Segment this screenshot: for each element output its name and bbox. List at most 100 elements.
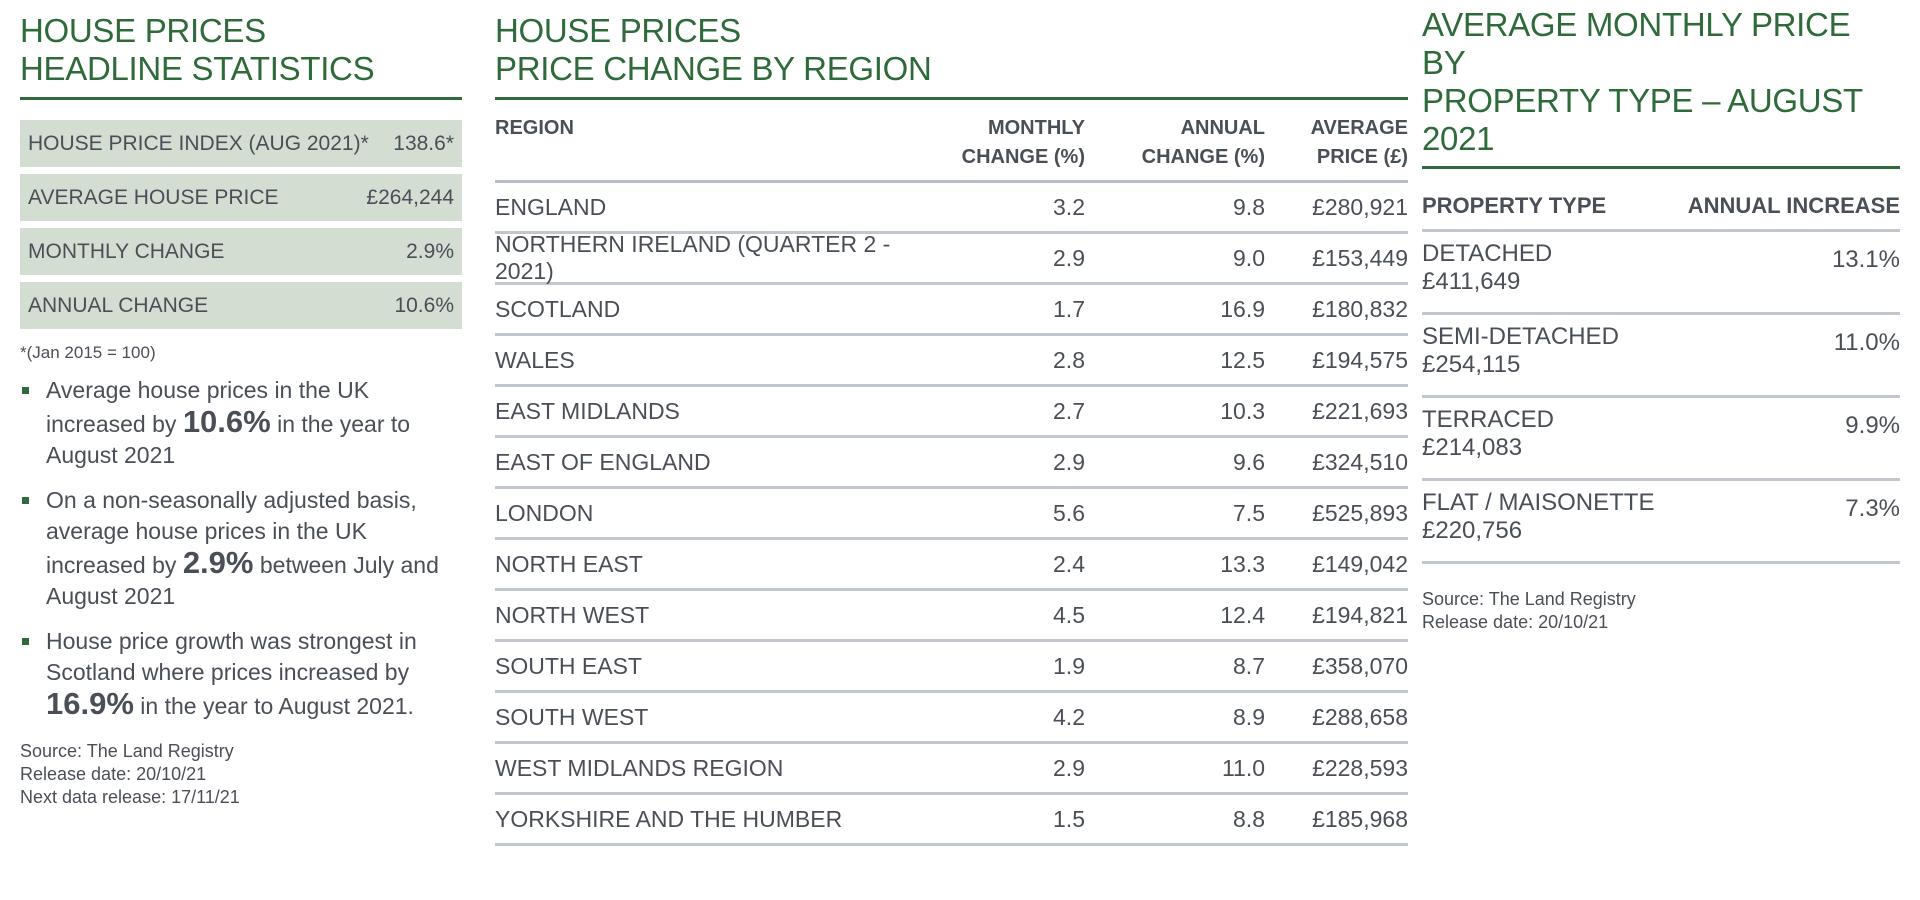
column-header-average-price: AVERAGE PRICE (£) xyxy=(1265,114,1408,172)
cell-monthly-change: 4.2 xyxy=(1053,703,1085,730)
stat-boxes: HOUSE PRICE INDEX (AUG 2021)* 138.6* AVE… xyxy=(20,120,462,329)
cell-annual-change: 8.8 xyxy=(1233,805,1265,832)
bullet-highlight: 2.9% xyxy=(182,545,254,580)
table-row: TERRACED £214,083 9.9% xyxy=(1422,398,1900,481)
bullet-scotland-growth: House price growth was strongest in Scot… xyxy=(20,626,462,722)
stat-value: 138.6* xyxy=(393,131,454,155)
cell-monthly-change: 5.6 xyxy=(1053,499,1085,526)
cell-monthly-change: 2.9 xyxy=(1053,244,1085,271)
bullet-square-icon xyxy=(22,497,29,504)
cell-region: LONDON xyxy=(495,499,594,526)
cell-monthly-change: 2.7 xyxy=(1053,397,1085,424)
table-row: EAST MIDLANDS 2.7 10.3 £221,693 xyxy=(495,387,1408,438)
cell-region: YORKSHIRE AND THE HUMBER xyxy=(495,805,843,832)
cell-average-price: £324,510 xyxy=(1312,448,1408,475)
cell-average-price: £228,593 xyxy=(1312,754,1408,781)
cell-monthly-change: 4.5 xyxy=(1053,601,1085,628)
cell-annual-change: 12.4 xyxy=(1220,601,1265,628)
source-note: Source: The Land Registry Release date: … xyxy=(1422,588,1900,634)
cell-annual-change: 8.7 xyxy=(1233,652,1265,679)
table-row: LONDON 5.6 7.5 £525,893 xyxy=(495,489,1408,540)
cell-property-type: DETACHED £411,649 xyxy=(1422,232,1552,296)
stat-label: ANNUAL CHANGE xyxy=(28,293,209,317)
cell-annual-increase: 7.3% xyxy=(1845,495,1900,522)
property-type-name: FLAT / MAISONETTE xyxy=(1422,489,1655,516)
property-type-name: SEMI-DETACHED xyxy=(1422,323,1619,350)
table-row: WALES 2.8 12.5 £194,575 xyxy=(495,336,1408,387)
table-row: SCOTLAND 1.7 16.9 £180,832 xyxy=(495,285,1408,336)
bullet-text-pre: House price growth was strongest in Scot… xyxy=(46,628,417,685)
property-average-price: £411,649 xyxy=(1422,268,1521,295)
cell-annual-change: 10.3 xyxy=(1220,397,1265,424)
cell-property-type: TERRACED £214,083 xyxy=(1422,398,1554,462)
property-table-header: PROPERTY TYPE ANNUAL INCREASE xyxy=(1422,187,1900,232)
bullet-highlight: 10.6% xyxy=(182,404,271,439)
cell-annual-change: 8.9 xyxy=(1233,703,1265,730)
stat-house-price-index: HOUSE PRICE INDEX (AUG 2021)* 138.6* xyxy=(20,120,462,167)
table-row: NORTH WEST 4.5 12.4 £194,821 xyxy=(495,591,1408,642)
source-note: Source: The Land Registry Release date: … xyxy=(20,740,462,809)
release-date-line: Release date: 20/10/21 xyxy=(20,764,207,784)
cell-region: NORTH WEST xyxy=(495,601,650,628)
cell-region: ENGLAND xyxy=(495,193,607,220)
property-average-price: £254,115 xyxy=(1422,351,1521,378)
cell-average-price: £194,821 xyxy=(1312,601,1408,628)
cell-property-type: SEMI-DETACHED £254,115 xyxy=(1422,315,1619,379)
heading-line-2: PRICE CHANGE BY REGION xyxy=(495,50,932,87)
property-average-price: £220,756 xyxy=(1422,517,1523,544)
stat-monthly-change: MONTHLY CHANGE 2.9% xyxy=(20,228,462,275)
table-row: SEMI-DETACHED £254,115 11.0% xyxy=(1422,315,1900,398)
stat-label: HOUSE PRICE INDEX (AUG 2021)* xyxy=(28,131,369,155)
heading-line-1: HOUSE PRICES xyxy=(495,12,741,49)
table-row: SOUTH WEST 4.2 8.9 £288,658 xyxy=(495,693,1408,744)
cell-average-price: £221,693 xyxy=(1312,397,1408,424)
stat-label: MONTHLY CHANGE xyxy=(28,239,225,263)
cell-average-price: £358,070 xyxy=(1312,652,1408,679)
release-date-line: Release date: 20/10/21 xyxy=(1422,612,1609,632)
cell-annual-change: 9.8 xyxy=(1233,193,1265,220)
table-row: NORTHERN IRELAND (QUARTER 2 - 2021) 2.9 9.… xyxy=(495,231,1408,285)
cell-property-type: FLAT / MAISONETTE £220,756 xyxy=(1422,481,1654,545)
header-text: ANNUAL xyxy=(1180,117,1265,139)
cell-region: EAST OF ENGLAND xyxy=(495,448,711,475)
bullet-annual-increase: Average house prices in the UK increased… xyxy=(20,375,462,471)
header-text: CHANGE (%) xyxy=(961,146,1085,168)
cell-average-price: £153,449 xyxy=(1312,244,1408,271)
property-table-body: DETACHED £411,649 13.1% SEMI-DETACHED £254,1… xyxy=(1422,232,1900,564)
cell-annual-change: 9.6 xyxy=(1233,448,1265,475)
header-text: MONTHLY xyxy=(987,117,1085,139)
cell-region: EAST MIDLANDS xyxy=(495,397,680,424)
cell-average-price: £280,921 xyxy=(1312,193,1408,220)
property-type-name: DETACHED xyxy=(1422,240,1553,267)
bullet-text-pre: On a non-seasonally adjusted basis, aver… xyxy=(46,487,417,578)
heading-line-2: HEADLINE STATISTICS xyxy=(20,50,375,87)
property-type-heading: AVERAGE MONTHLY PRICE BY PROPERTY TYPE –… xyxy=(1422,0,1900,169)
cell-annual-increase: 13.1% xyxy=(1831,246,1900,273)
property-average-price: £214,083 xyxy=(1422,434,1523,461)
header-text: CHANGE (%) xyxy=(1141,146,1265,168)
stat-label: AVERAGE HOUSE PRICE xyxy=(28,185,279,209)
cell-annual-increase: 9.9% xyxy=(1845,412,1900,439)
cell-average-price: £288,658 xyxy=(1312,703,1408,730)
property-type-table: PROPERTY TYPE ANNUAL INCREASE DETACHED £4… xyxy=(1422,187,1900,564)
cell-region: SCOTLAND xyxy=(495,295,621,322)
property-type-panel: AVERAGE MONTHLY PRICE BY PROPERTY TYPE –… xyxy=(1422,0,1900,634)
cell-average-price: £185,968 xyxy=(1312,805,1408,832)
table-row: DETACHED £411,649 13.1% xyxy=(1422,232,1900,315)
bullet-text-post: in the year to August 2021. xyxy=(133,693,414,719)
column-header-annual-change: ANNUAL CHANGE (%) xyxy=(1085,114,1265,172)
cell-monthly-change: 2.9 xyxy=(1053,754,1085,781)
region-heading: HOUSE PRICES PRICE CHANGE BY REGION xyxy=(495,0,1408,100)
cell-monthly-change: 2.9 xyxy=(1053,448,1085,475)
region-table-header: REGION MONTHLY CHANGE (%) ANNUAL CHANGE … xyxy=(495,114,1408,183)
cell-region: NORTH EAST xyxy=(495,550,643,577)
header-text: PRICE (£) xyxy=(1316,146,1408,168)
bullet-square-icon xyxy=(22,387,29,394)
source-line: Source: The Land Registry xyxy=(1422,589,1636,609)
cell-average-price: £525,893 xyxy=(1312,499,1408,526)
region-table-body: ENGLAND 3.2 9.8 £280,921 NORTHERN IRELAND (Q… xyxy=(495,183,1408,846)
cell-region: NORTHERN IRELAND (QUARTER 2 - 2021) xyxy=(495,231,891,284)
table-row: ENGLAND 3.2 9.8 £280,921 xyxy=(495,183,1408,234)
cell-monthly-change: 1.5 xyxy=(1053,805,1085,832)
table-row: FLAT / MAISONETTE £220,756 7.3% xyxy=(1422,481,1900,564)
